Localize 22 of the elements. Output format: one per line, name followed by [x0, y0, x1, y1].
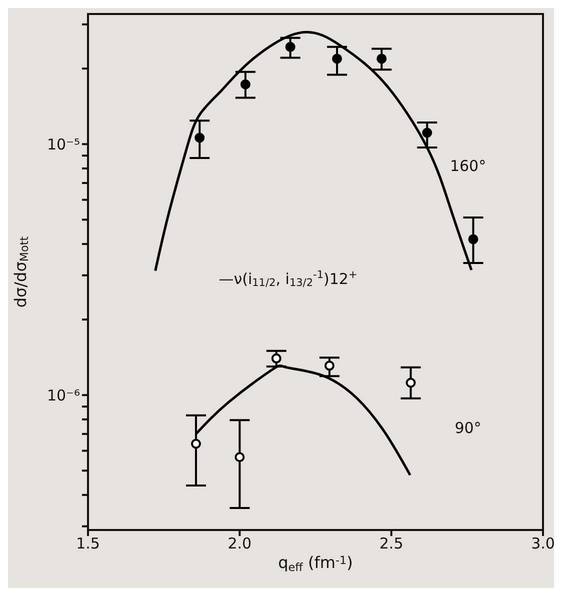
annotation: 90°	[454, 419, 482, 438]
x-tick-label: 2.5	[379, 534, 404, 553]
point	[376, 54, 387, 64]
point	[240, 79, 250, 90]
point	[468, 234, 478, 244]
y-tick-label: 10⁻⁵	[46, 135, 80, 154]
x-tick-label: 2.0	[228, 534, 252, 553]
y-tick-label: 10⁻⁶	[46, 386, 80, 404]
x-tick-label: 3.0	[531, 534, 555, 553]
point	[285, 42, 296, 52]
annotation: 160°	[450, 157, 486, 176]
point	[422, 128, 432, 138]
point	[271, 353, 282, 364]
point	[194, 132, 205, 143]
point	[406, 378, 416, 388]
point	[234, 452, 245, 462]
x-axis-title: q$_{eff}$ (fm$^{-1}$)	[278, 553, 353, 574]
point	[324, 360, 334, 371]
point	[190, 438, 201, 449]
annotation: —ν(i$_{11/2}$, i$_{13/2}$$^{-1}$)12$^{+}$	[218, 269, 358, 290]
point	[332, 54, 342, 64]
x-tick-label: 1.5	[76, 534, 100, 553]
